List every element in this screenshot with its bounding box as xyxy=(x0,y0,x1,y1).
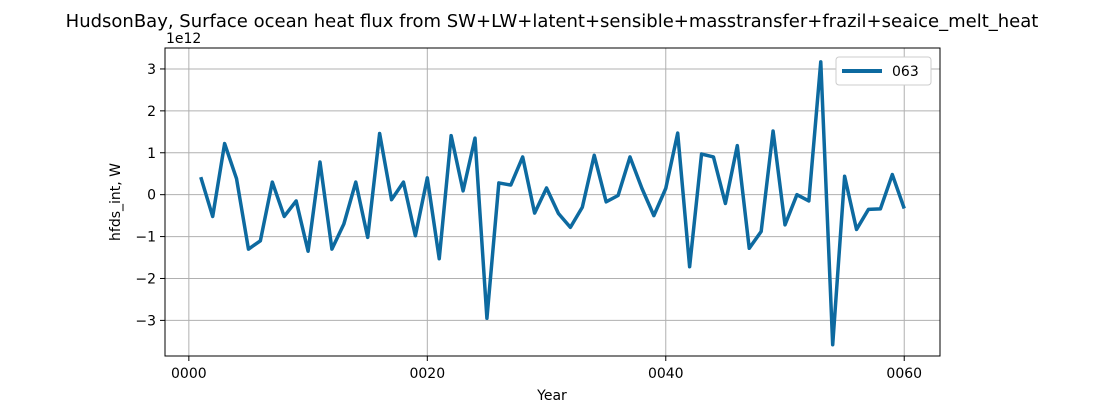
y-tick-label: −2 xyxy=(135,271,156,287)
legend: 063 xyxy=(835,56,932,86)
legend-box xyxy=(835,56,932,86)
series-line-063 xyxy=(199,60,906,347)
chart-title: HudsonBay, Surface ocean heat flux from … xyxy=(66,11,1039,32)
legend-label-063: 063 xyxy=(892,64,919,80)
x-tick-label: 0060 xyxy=(886,366,922,382)
y-tick-label: 3 xyxy=(147,62,156,78)
y-axis-ticks: −3 −2 −1 0 1 2 3 xyxy=(135,62,165,329)
y-axis-offset-label: 1e12 xyxy=(166,31,201,47)
y-tick-label: 2 xyxy=(147,104,156,120)
plot-frame xyxy=(164,47,941,357)
x-tick-label: 0000 xyxy=(171,366,207,382)
x-tick-label: 0020 xyxy=(409,366,445,382)
series-layer xyxy=(199,60,906,347)
x-axis-ticks: 0000 0020 0040 0060 xyxy=(171,356,922,382)
y-tick-label: 1 xyxy=(147,146,156,162)
x-axis-label: Year xyxy=(536,388,567,404)
x-tick-label: 0040 xyxy=(648,366,684,382)
y-tick-label: −1 xyxy=(135,230,156,246)
grid-lines xyxy=(165,48,940,356)
y-tick-label: −3 xyxy=(135,313,156,329)
y-tick-label: 0 xyxy=(147,188,156,204)
y-axis-label: hfds_int, W xyxy=(108,163,124,241)
